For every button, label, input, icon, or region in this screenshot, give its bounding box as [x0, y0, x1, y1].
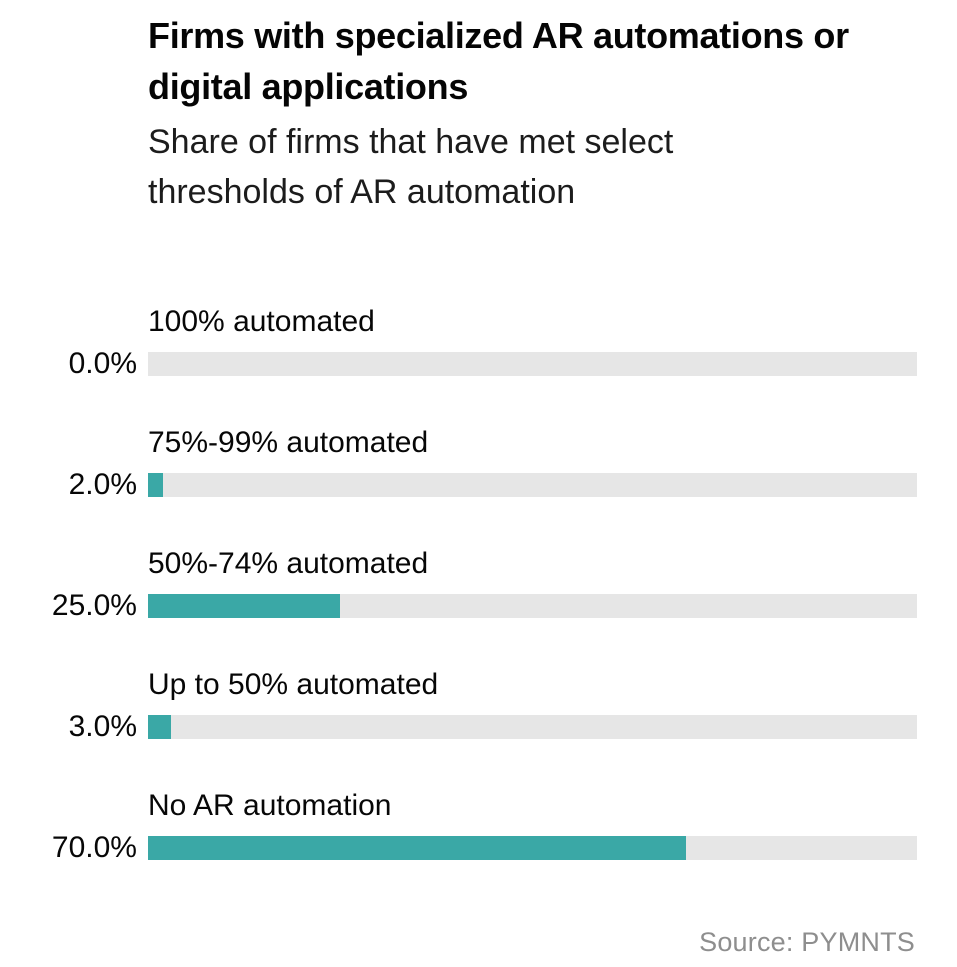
bar-track: [148, 351, 917, 376]
category-label: No AR automation: [148, 788, 392, 822]
source-credit: Source: PYMNTS: [699, 927, 915, 957]
chart-subtitle: Share of firms that have met select thre…: [148, 123, 674, 211]
value-label: 70.0%: [51, 830, 137, 864]
category-label: 75%-99% automated: [148, 425, 429, 459]
bar-fill: [148, 835, 687, 860]
bar-track: [148, 714, 917, 739]
bar-line: 0.0%: [0, 346, 957, 380]
bar-row: 50%-74% automated 25.0%: [0, 545, 957, 621]
value-label: 0.0%: [68, 346, 137, 380]
bar-fill: [148, 714, 172, 739]
value-label: 3.0%: [68, 709, 137, 743]
bar-track: [148, 472, 917, 497]
bar-line: 70.0%: [0, 830, 957, 864]
bar-fill: [148, 593, 341, 618]
category-label: 50%-74% automated: [148, 546, 429, 580]
value-label: 2.0%: [68, 467, 137, 501]
bar-row: Up to 50% automated 3.0%: [0, 666, 957, 742]
bar-track: [148, 593, 917, 618]
bar-line: 3.0%: [0, 709, 957, 743]
category-label: 100% automated: [148, 304, 375, 338]
bar-track: [148, 835, 917, 860]
bar-row: No AR automation 70.0%: [0, 787, 957, 863]
category-label: Up to 50% automated: [148, 667, 439, 701]
bars-area: 100% automated 0.0% 75%-99% automated 2.…: [0, 303, 957, 863]
chart-title: Firms with specialized AR automations or…: [148, 15, 849, 108]
bar-line: 25.0%: [0, 588, 957, 622]
bar-row: 100% automated 0.0%: [0, 303, 957, 379]
bar-row: 75%-99% automated 2.0%: [0, 424, 957, 500]
chart-header: Firms with specialized AR automations or…: [0, 0, 957, 217]
bar-fill: [148, 472, 164, 497]
value-label: 25.0%: [51, 588, 137, 622]
bar-line: 2.0%: [0, 467, 957, 501]
